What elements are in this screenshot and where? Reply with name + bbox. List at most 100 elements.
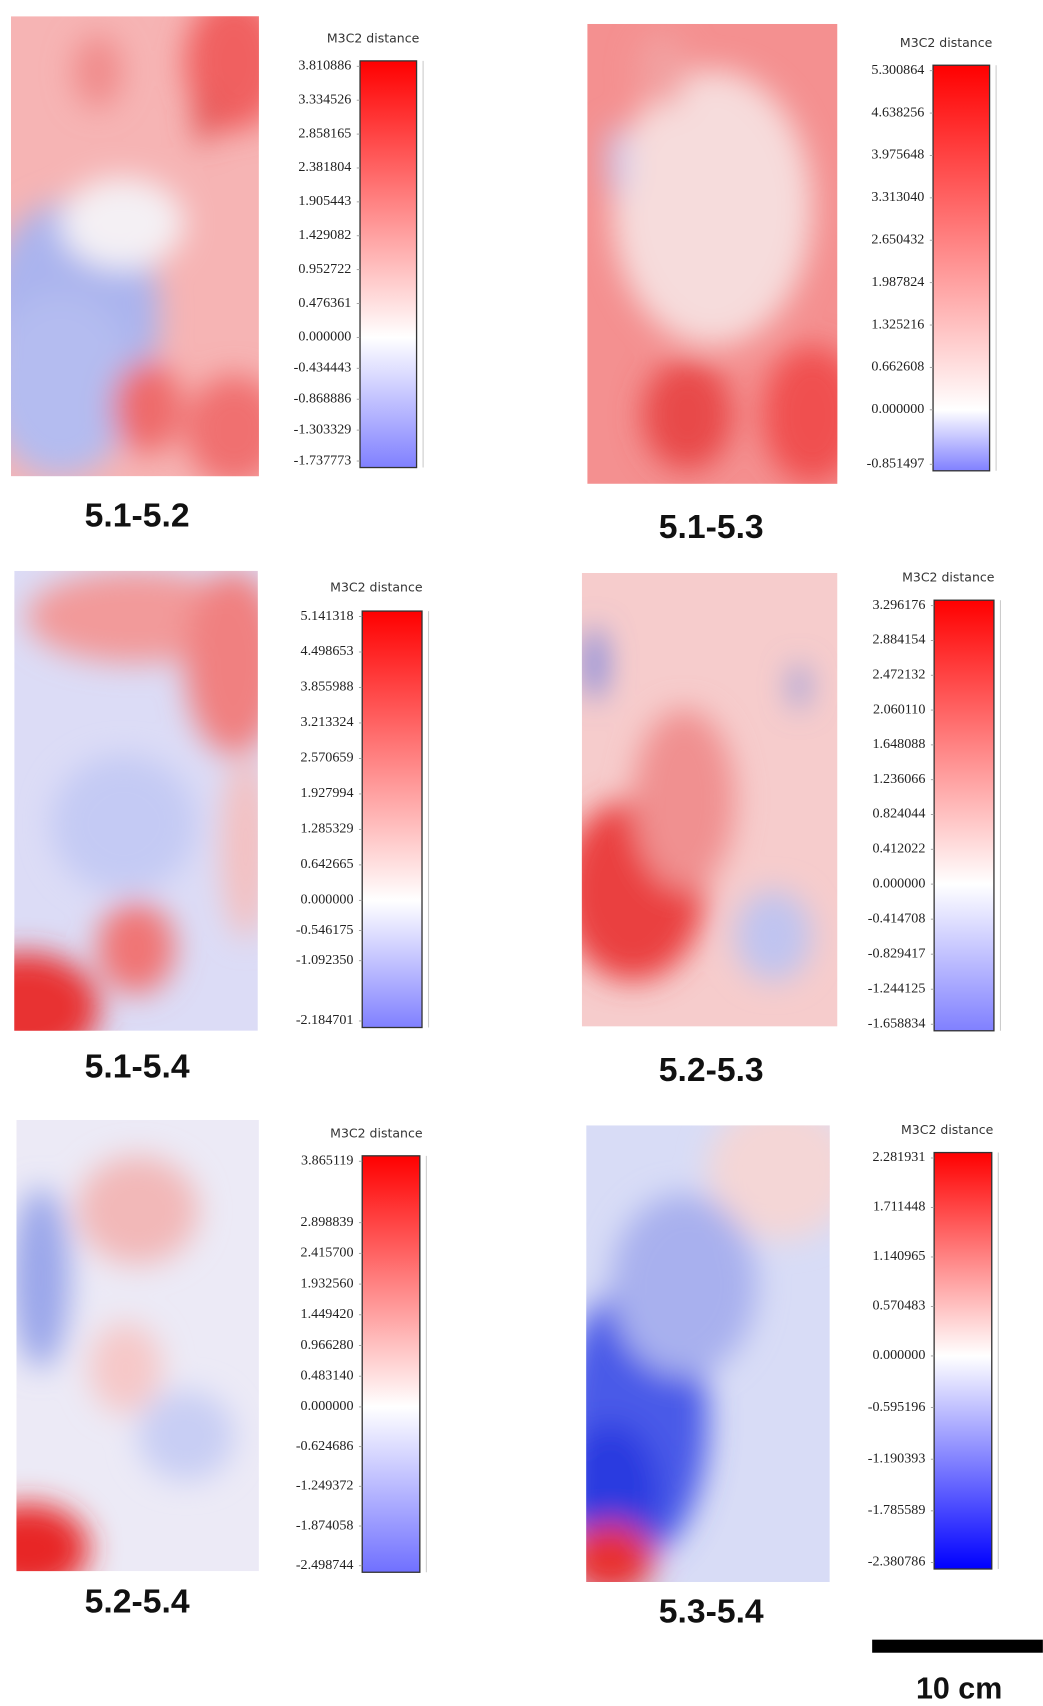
- tick-label: -1.249372: [296, 1478, 354, 1494]
- panel: M3C2 distance 2.281931 1.711448 1.140965 0.5…: [586, 1122, 999, 1630]
- panel: M3C2 distance 3.296176 2.884154 2.472132 2.0…: [581, 570, 1002, 1089]
- tick-label: 0.000000: [872, 1347, 925, 1363]
- tick-label: 1.285329: [301, 821, 354, 837]
- colorbar-title: M3C2 distance: [900, 35, 993, 50]
- tick-label: -0.851497: [867, 456, 925, 472]
- tick-label: 1.711448: [873, 1199, 925, 1215]
- tick-label: 2.415700: [301, 1245, 354, 1261]
- tick-label: 2.884154: [872, 632, 925, 648]
- tick-label: 0.000000: [872, 875, 925, 891]
- panel-label: 5.1-5.3: [659, 508, 764, 546]
- tick-label: 3.213324: [301, 714, 354, 730]
- tick-label: -1.092350: [296, 952, 354, 968]
- tick-label: 3.334526: [298, 91, 351, 107]
- tick-label: 0.476361: [298, 295, 351, 311]
- distance-map: [16, 1119, 259, 1572]
- tick-label: -1.658834: [868, 1016, 926, 1032]
- tick-label: 1.905443: [298, 193, 351, 209]
- tick-label: 0.966280: [301, 1337, 354, 1353]
- tick-label: -0.595196: [868, 1399, 926, 1415]
- tick-label: 0.000000: [301, 892, 354, 908]
- scale-bar-label: 10 cm: [916, 1671, 1002, 1705]
- panel: M3C2 distance 5.141318 4.498653 3.855988 3.2…: [14, 570, 430, 1086]
- tick-label: -0.414708: [868, 910, 926, 926]
- tick-label: -2.380786: [868, 1554, 926, 1570]
- scale-bar: [872, 1639, 1043, 1653]
- tick-label: 2.060110: [873, 701, 925, 717]
- tick-label: 0.412022: [872, 841, 925, 857]
- colorbar: [932, 64, 991, 472]
- colorbar-title: M3C2 distance: [330, 1125, 423, 1140]
- tick-label: -1.785589: [868, 1502, 926, 1518]
- distance-map: [11, 16, 259, 477]
- colorbar-title: M3C2 distance: [902, 570, 995, 585]
- panel-label: 5.1-5.2: [85, 496, 190, 534]
- tick-label: 1.987824: [871, 274, 924, 290]
- tick-label: 2.381804: [298, 159, 351, 175]
- colorbar-title: M3C2 distance: [330, 580, 423, 595]
- tick-label: -0.829417: [868, 945, 926, 961]
- tick-label: 3.296176: [872, 597, 925, 613]
- tick-label: 0.000000: [298, 329, 351, 345]
- tick-label: 0.570483: [872, 1298, 925, 1314]
- tick-label: 4.638256: [871, 104, 924, 120]
- distance-map: [581, 573, 838, 1027]
- tick-label: 3.975648: [871, 147, 924, 163]
- panel-label: 5.2-5.3: [659, 1051, 764, 1089]
- colorbar-title: M3C2 distance: [901, 1122, 994, 1137]
- tick-label: -0.434443: [294, 360, 352, 376]
- panel-label: 5.2-5.4: [85, 1582, 190, 1620]
- tick-label: 0.662608: [871, 359, 924, 375]
- tick-label: 0.642665: [301, 856, 354, 872]
- colorbar: [361, 610, 423, 1029]
- tick-label: -2.184701: [296, 1012, 354, 1028]
- tick-label: -0.624686: [296, 1438, 354, 1454]
- panel: M3C2 distance 3.865119 2.898839 2.415700 1.9…: [16, 1119, 427, 1620]
- tick-label: -1.874058: [296, 1517, 354, 1533]
- tick-label: 1.449420: [301, 1306, 354, 1322]
- tick-label: 3.865119: [301, 1153, 353, 1169]
- colorbar: [361, 1155, 421, 1573]
- tick-label: 2.650432: [871, 231, 924, 247]
- tick-label: 0.483140: [301, 1367, 354, 1383]
- tick-label: -1.190393: [868, 1450, 926, 1466]
- tick-label: -1.244125: [868, 980, 926, 996]
- tick-label: 1.932560: [301, 1275, 354, 1291]
- tick-label: 3.810886: [298, 58, 351, 74]
- tick-label: 1.140965: [872, 1248, 925, 1264]
- colorbar: [359, 60, 418, 469]
- tick-label: 2.898839: [301, 1214, 354, 1230]
- tick-label: -1.303329: [294, 421, 352, 437]
- tick-label: 2.858165: [298, 125, 351, 141]
- tick-label: 0.000000: [871, 401, 924, 417]
- tick-label: 0.000000: [301, 1398, 354, 1414]
- tick-label: 1.429082: [298, 227, 351, 243]
- tick-label: 2.472132: [872, 667, 925, 683]
- tick-label: 1.325216: [871, 316, 924, 332]
- tick-label: 2.281931: [872, 1149, 925, 1165]
- panel: M3C2 distance 3.810886 3.334526 2.858165 2.3…: [11, 16, 424, 534]
- tick-label: 1.648088: [872, 736, 925, 752]
- tick-label: 1.236066: [872, 771, 925, 787]
- tick-label: 1.927994: [301, 785, 354, 801]
- tick-label: 0.952722: [298, 261, 351, 277]
- tick-label: -1.737773: [294, 452, 352, 468]
- panel: M3C2 distance 5.300864 4.638256 3.975648 3.3…: [587, 23, 997, 546]
- distance-map: [586, 1125, 830, 1583]
- tick-label: 4.498653: [301, 643, 354, 659]
- panel-label: 5.1-5.4: [85, 1048, 190, 1086]
- tick-label: -2.498744: [296, 1557, 354, 1573]
- tick-label: 5.141318: [301, 608, 354, 624]
- colorbar: [933, 599, 995, 1032]
- tick-label: -0.868886: [294, 390, 352, 406]
- distance-map: [14, 570, 258, 1031]
- tick-label: -0.546175: [296, 922, 354, 938]
- tick-label: 3.855988: [301, 679, 354, 695]
- tick-label: 5.300864: [871, 62, 924, 78]
- tick-label: 0.824044: [872, 806, 925, 822]
- colorbar-title: M3C2 distance: [327, 30, 420, 45]
- colorbar: [933, 1151, 993, 1570]
- panel-label: 5.3-5.4: [659, 1592, 764, 1630]
